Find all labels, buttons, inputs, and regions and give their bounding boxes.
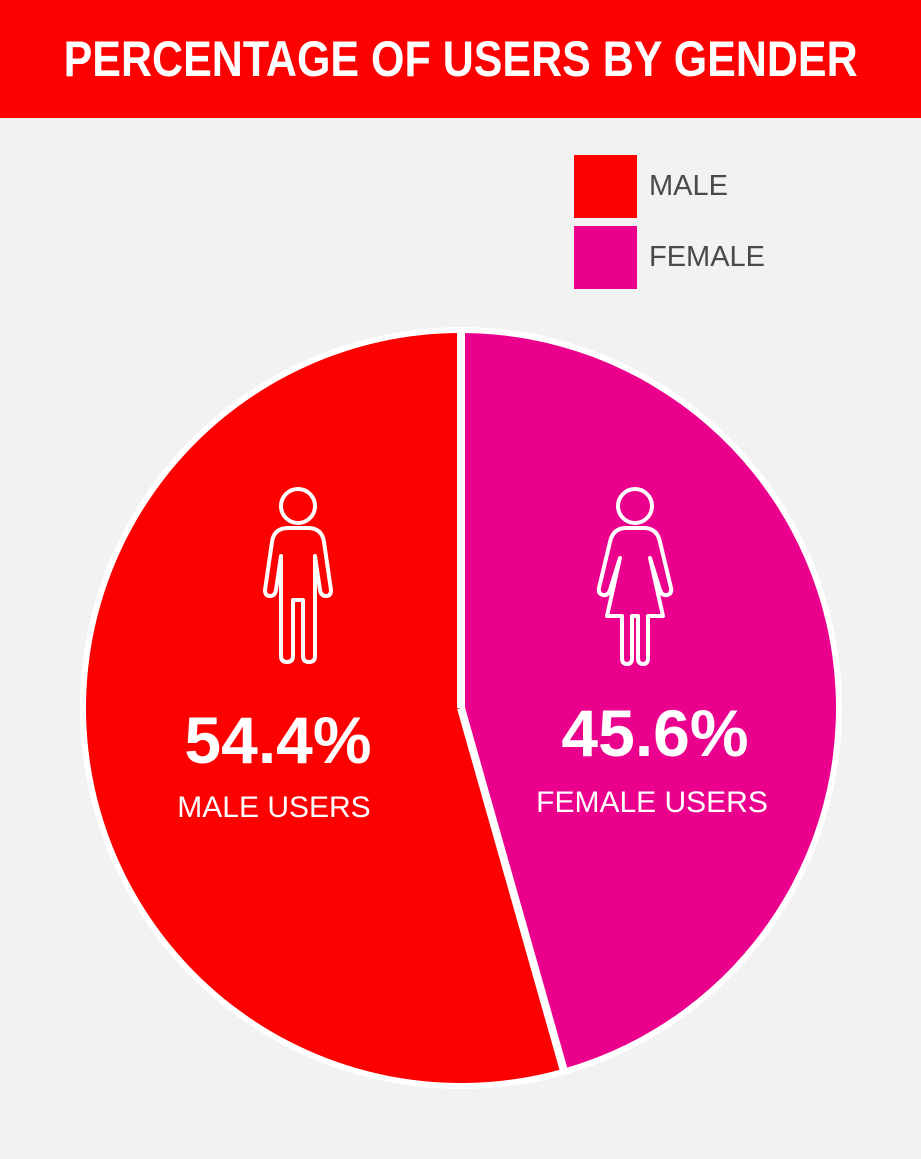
legend-swatch-male bbox=[574, 155, 637, 218]
legend-label-female: FEMALE bbox=[649, 241, 766, 273]
legend-label-male: MALE bbox=[649, 170, 728, 202]
legend-swatch-female bbox=[574, 226, 637, 289]
legend: MALE FEMALE bbox=[574, 155, 765, 297]
pie-slice-male bbox=[85, 333, 564, 1083]
slice-separators bbox=[457, 333, 568, 1070]
female-percentage-label: 45.6% bbox=[561, 696, 748, 770]
title-bar: PERCENTAGE OF USERS BY GENDER bbox=[0, 0, 921, 118]
male-person-icon bbox=[263, 487, 333, 664]
pie-slice-female bbox=[461, 333, 836, 1069]
female-caption-label: FEMALE USERS bbox=[536, 786, 768, 819]
female-person-icon bbox=[596, 487, 674, 666]
separator-bottom bbox=[457, 706, 568, 1070]
legend-item-male: MALE bbox=[574, 155, 765, 218]
pie-slices bbox=[85, 333, 836, 1083]
male-caption-label: MALE USERS bbox=[177, 791, 370, 824]
page-title: PERCENTAGE OF USERS BY GENDER bbox=[63, 31, 858, 87]
male-percentage-label: 54.4% bbox=[184, 703, 371, 777]
legend-item-female: FEMALE bbox=[574, 226, 765, 289]
